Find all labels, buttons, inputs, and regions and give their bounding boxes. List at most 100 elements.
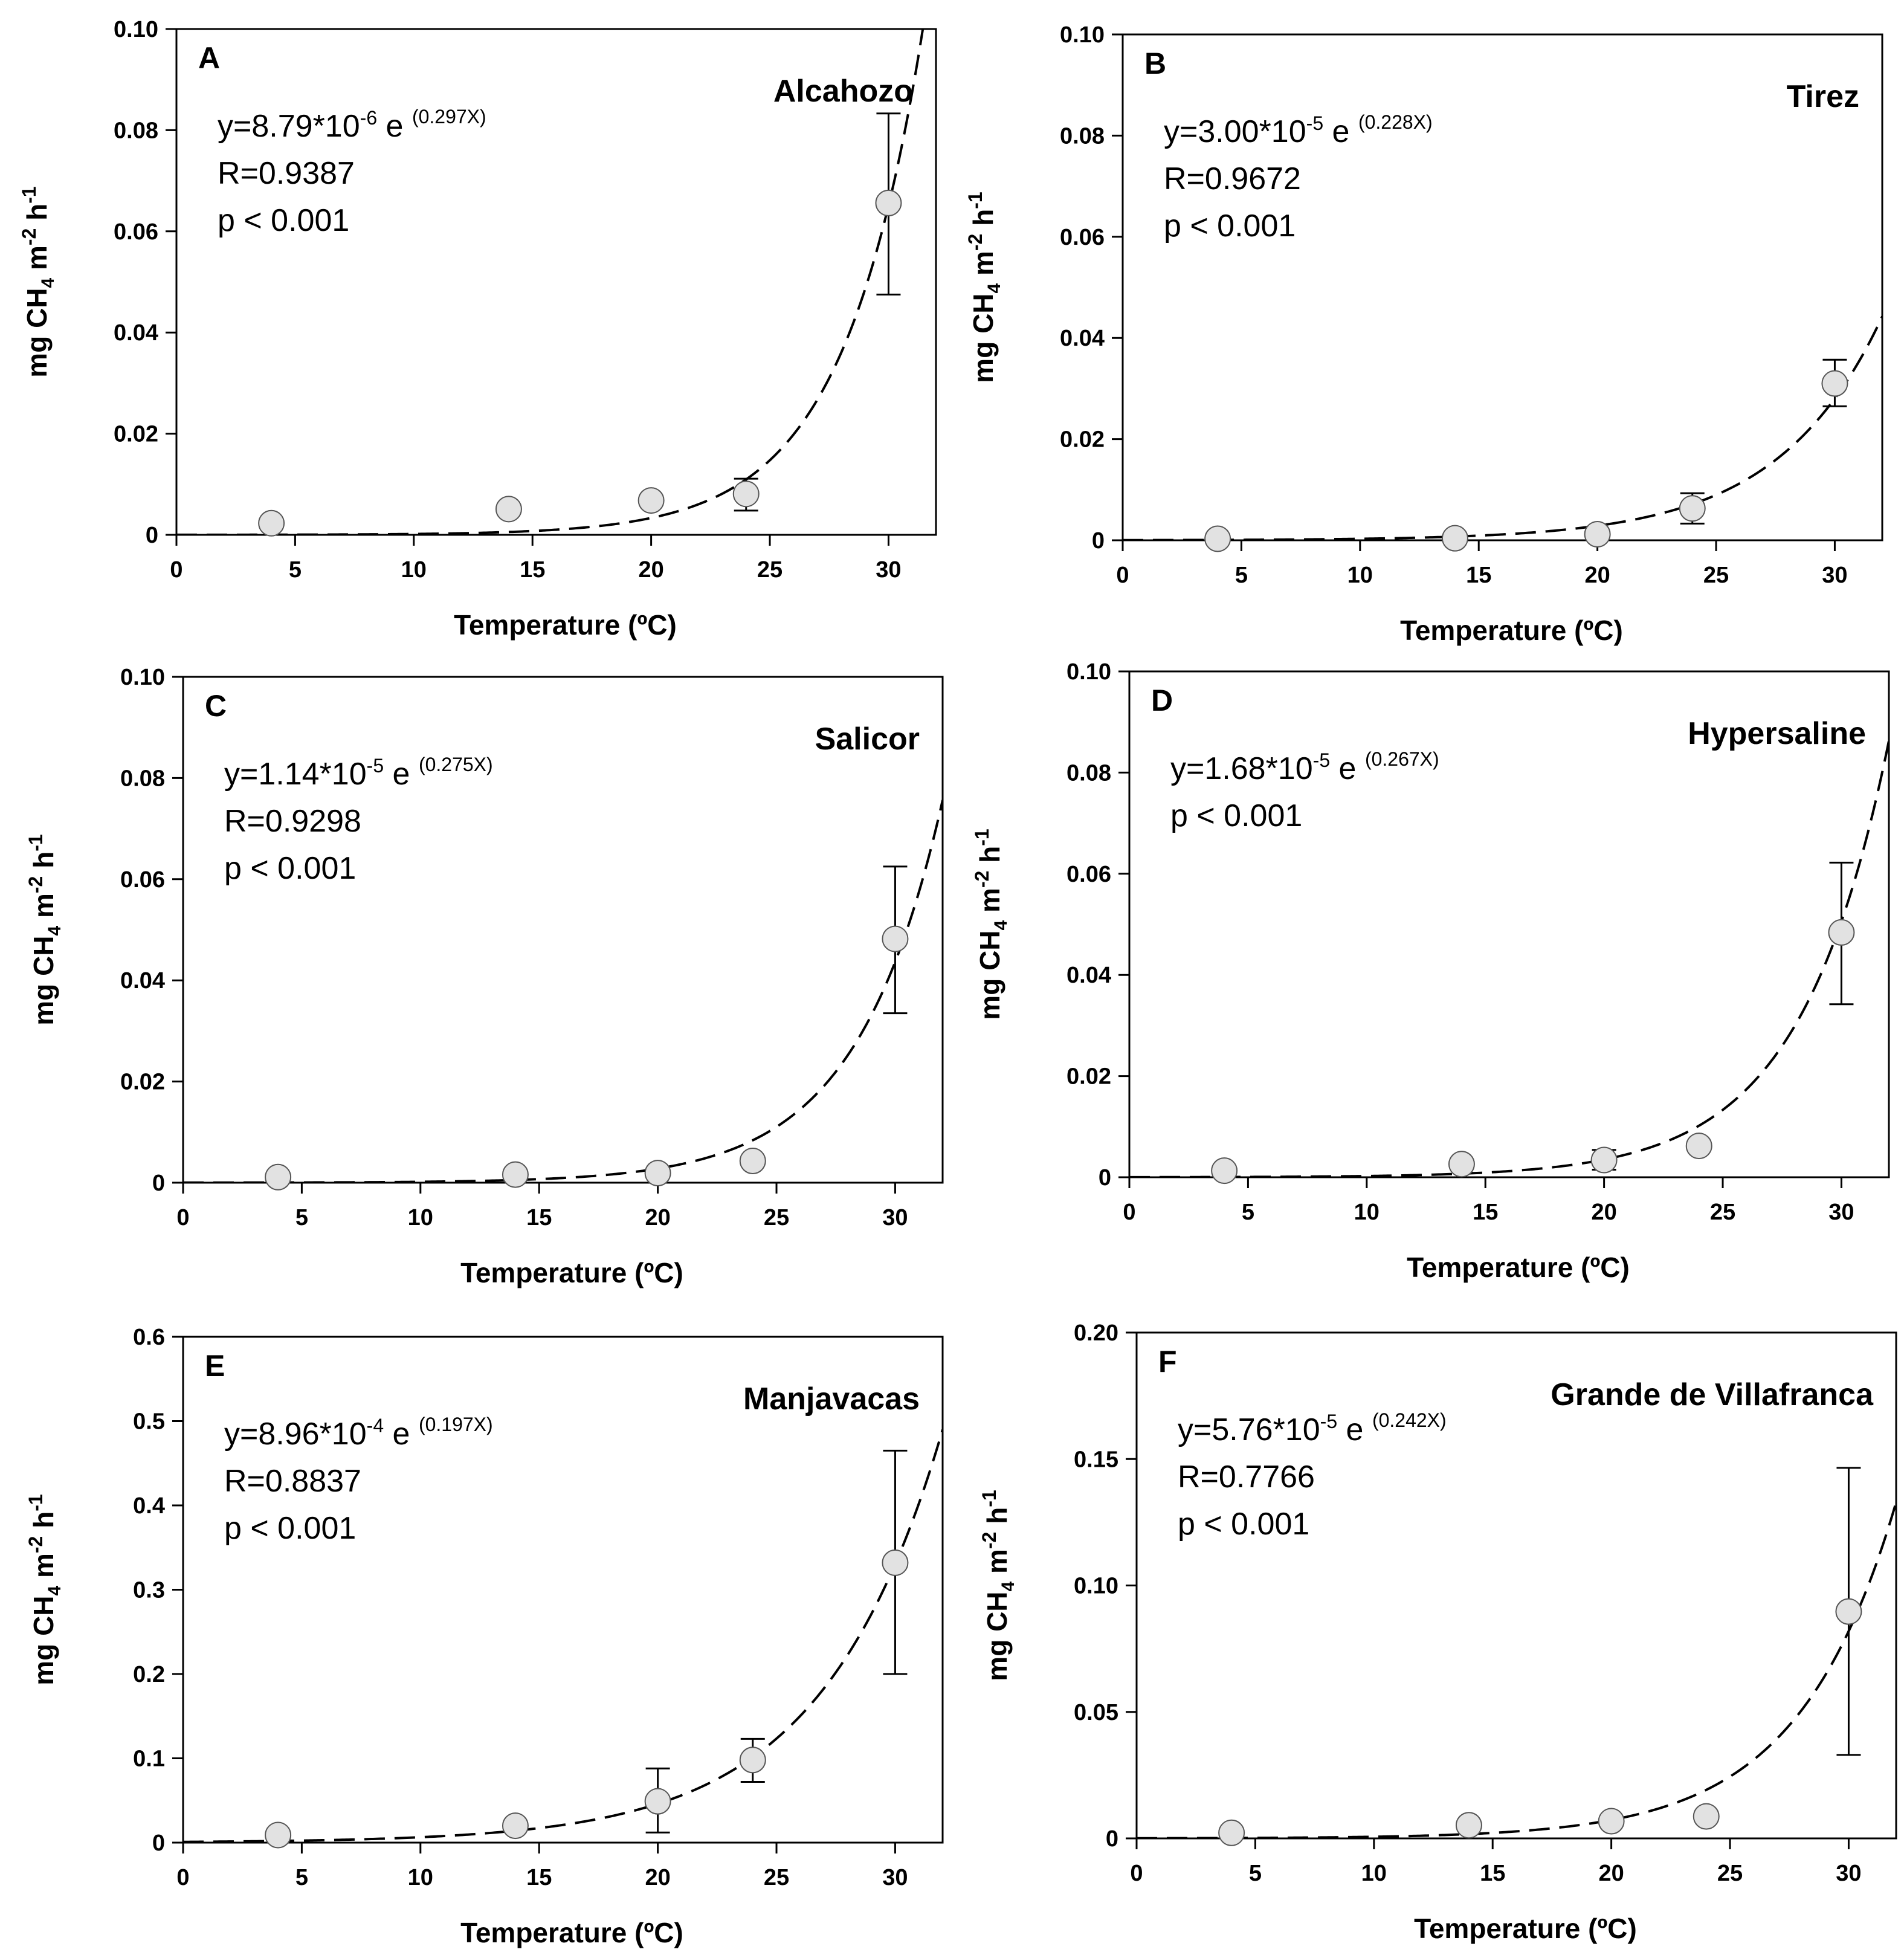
x-tick-label: 20: [638, 557, 663, 583]
x-tick-label: 25: [1717, 1861, 1743, 1886]
y-tick-label: 0.20: [1074, 1320, 1118, 1346]
y-tick-label: 0.10: [1074, 1574, 1118, 1599]
data-point: [882, 1549, 909, 1576]
x-tick-label: 10: [1361, 1861, 1387, 1886]
x-tick-label: 5: [295, 1205, 308, 1230]
data-point: [1679, 495, 1706, 522]
data-point: [265, 1821, 292, 1849]
y-tick-label: 0.10: [1067, 659, 1111, 685]
data-point: [1821, 370, 1848, 397]
data-point: [882, 925, 909, 952]
fit-equation: y=8.79*10-6 e (0.297X): [218, 106, 486, 144]
panel-letter: D: [1151, 684, 1173, 717]
y-tick-label: 0.5: [133, 1409, 165, 1435]
fit-curve: [1129, 740, 1889, 1177]
p-value: p < 0.001: [224, 1511, 356, 1546]
r-value: R=0.9298: [224, 804, 361, 839]
x-tick-label: 10: [401, 557, 427, 583]
r-value: R=0.7766: [1178, 1459, 1315, 1495]
panel-c: 0 5 10 15 20 25 30 0 0.02 0.04 0.06 0.08 0.10 Tempera…: [25, 665, 944, 1288]
y-tick-label: 0: [1106, 1826, 1118, 1852]
data-point: [1584, 520, 1611, 548]
p-value: p < 0.001: [1178, 1507, 1309, 1542]
x-tick-label: 30: [882, 1865, 908, 1890]
plot-frame: [1121, 33, 1883, 541]
panel-e: 0 5 10 15 20 25 30 0 0.1 0.2 0.3 0.4 0.5 0.6 Temperatu…: [25, 1325, 944, 1948]
y-tick-label: 0.02: [114, 422, 158, 447]
lake-name: Tirez: [1787, 79, 1859, 114]
fit-equation: y=5.76*10-5 e (0.242X): [1178, 1409, 1447, 1447]
x-tick-label: 10: [1347, 563, 1373, 588]
lake-name: Grande de Villafranca: [1551, 1377, 1874, 1412]
r-value: R=0.8837: [224, 1464, 361, 1499]
fit-equation: y=8.96*10-4 e (0.197X): [224, 1414, 493, 1452]
p-value: p < 0.001: [224, 851, 356, 886]
fit-curve: [176, 29, 925, 535]
x-tick-label: 30: [882, 1205, 908, 1230]
x-tick-label: 30: [1836, 1861, 1861, 1886]
data-point: [502, 1161, 529, 1188]
x-tick-label: 0: [1123, 1200, 1135, 1225]
x-axis-title: Temperature (ºC): [460, 1257, 683, 1288]
fit-equation: y=1.14*10-5 e (0.275X): [224, 754, 493, 792]
data-point: [1441, 525, 1468, 552]
y-tick-label: 0: [1099, 1165, 1111, 1191]
data-point: [1211, 1157, 1238, 1184]
x-tick-label: 5: [1249, 1861, 1262, 1886]
fit-equation: y=3.00*10-5 e (0.228X): [1164, 111, 1433, 149]
x-tick-label: 15: [526, 1865, 552, 1890]
y-tick-label: 0.02: [1067, 1064, 1111, 1090]
data-point: [1455, 1812, 1482, 1839]
data-point: [1828, 919, 1855, 946]
data-point: [739, 1148, 766, 1175]
lake-name: Manjavacas: [743, 1382, 920, 1417]
x-tick-label: 5: [289, 557, 302, 583]
data-point: [1685, 1133, 1712, 1160]
fit-curve: [1137, 1502, 1896, 1838]
r-value: R=0.9672: [1164, 161, 1301, 196]
x-axis-title: Temperature (ºC): [460, 1917, 683, 1948]
x-tick-label: 15: [1466, 563, 1491, 588]
x-tick-label: 5: [1242, 1200, 1254, 1225]
y-tick-label: 0: [152, 1831, 165, 1856]
y-tick-label: 0.02: [1060, 427, 1105, 453]
x-tick-label: 25: [764, 1865, 789, 1890]
data-point: [875, 189, 902, 216]
data-point: [1598, 1808, 1625, 1835]
data-point: [1835, 1598, 1862, 1625]
x-tick-label: 20: [1598, 1861, 1624, 1886]
data-point: [644, 1788, 671, 1815]
y-tick-label: 0.15: [1074, 1447, 1118, 1472]
y-tick-label: 0.10: [114, 17, 158, 42]
plot-frame: [1128, 670, 1890, 1178]
panel-f: 0 5 10 15 20 25 30 0 0.05 0.10 0.15 0.20 Temperature…: [978, 1320, 1897, 1944]
x-tick-label: 30: [1828, 1200, 1854, 1225]
y-tick-label: 0.3: [133, 1578, 165, 1603]
y-tick-label: 0.1: [133, 1747, 165, 1772]
y-axis-title: mg CH4 m-2 h-1: [25, 1494, 65, 1685]
y-tick-label: 0.02: [120, 1070, 165, 1095]
data-point: [739, 1747, 766, 1774]
data-point: [258, 509, 285, 537]
x-tick-label: 25: [1703, 563, 1729, 588]
x-axis-title: Temperature (ºC): [1400, 615, 1623, 646]
y-tick-label: 0.08: [114, 118, 158, 143]
x-tick-label: 30: [1822, 563, 1847, 588]
data-point: [1693, 1803, 1720, 1830]
x-tick-label: 0: [1130, 1861, 1143, 1886]
plot-frame: [175, 28, 937, 536]
y-axis-title: mg CH4 m-2 h-1: [971, 829, 1011, 1020]
y-tick-label: 0.08: [120, 766, 165, 791]
data-point: [1590, 1146, 1618, 1174]
y-tick-label: 0.06: [114, 219, 158, 245]
p-value: p < 0.001: [1170, 798, 1302, 833]
r-value: R=0.9387: [218, 156, 355, 191]
y-tick-label: 0.04: [1060, 326, 1105, 351]
x-tick-label: 10: [408, 1865, 433, 1890]
x-axis-title: Temperature (ºC): [1407, 1252, 1630, 1283]
y-tick-label: 0.08: [1067, 760, 1111, 786]
x-tick-label: 30: [876, 557, 901, 583]
x-tick-label: 15: [1473, 1200, 1498, 1225]
x-tick-label: 15: [526, 1205, 552, 1230]
x-tick-label: 25: [757, 557, 783, 583]
